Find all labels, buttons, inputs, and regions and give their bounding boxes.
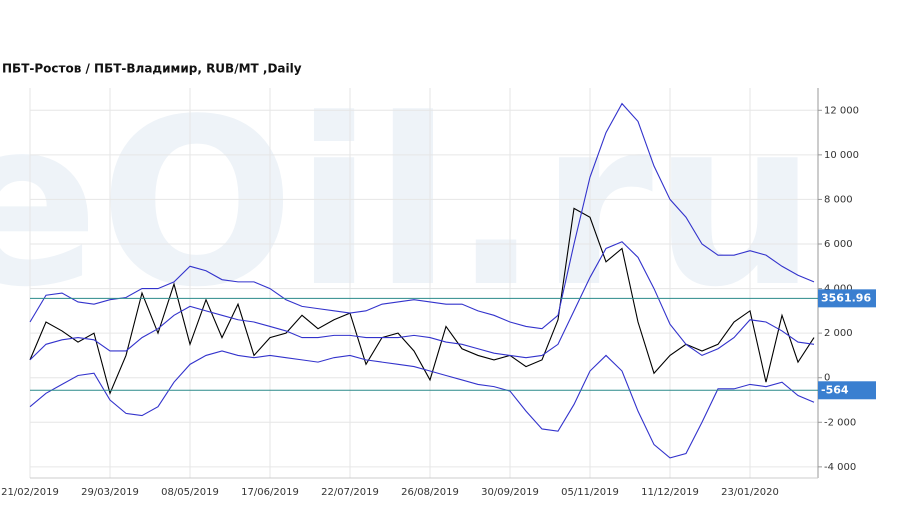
x-tick-label: 29/03/2019 (81, 487, 139, 498)
x-tick-label: 21/02/2019 (1, 487, 59, 498)
y-tick-label: 0 (824, 373, 830, 384)
x-tick-label: 17/06/2019 (241, 487, 299, 498)
y-tick-label: 2 000 (824, 328, 853, 339)
reference-label-box (818, 381, 876, 400)
y-tick-label: -2 000 (824, 417, 856, 428)
y-tick-label: 12 000 (824, 105, 859, 116)
x-tick-label: 22/07/2019 (321, 487, 379, 498)
x-tick-label: 30/09/2019 (481, 487, 539, 498)
x-tick-label: 26/08/2019 (401, 487, 459, 498)
x-tick-label: 23/01/2020 (721, 487, 779, 498)
watermark: eOil.ru (0, 71, 817, 338)
y-tick-label: -4 000 (824, 462, 856, 473)
y-tick-label: 8 000 (824, 194, 853, 205)
x-tick-label: 11/12/2019 (641, 487, 699, 498)
reference-label: 3561.96 (821, 291, 871, 304)
series-line (29, 241, 815, 361)
series-line (29, 207, 815, 396)
series-line (29, 102, 815, 330)
reference-label-box (818, 289, 876, 308)
x-tick-label: 05/11/2019 (561, 487, 619, 498)
series-line (29, 350, 815, 459)
x-tick-label: 08/05/2019 (161, 487, 219, 498)
y-tick-label: 6 000 (824, 239, 853, 250)
reference-label: -564 (821, 383, 849, 396)
chart-title: ПБТ-Ростов / ПБТ-Владимир, RUB/MT ,Daily (2, 62, 302, 76)
y-tick-label: 4 000 (824, 284, 853, 295)
y-tick-label: 10 000 (824, 150, 859, 161)
